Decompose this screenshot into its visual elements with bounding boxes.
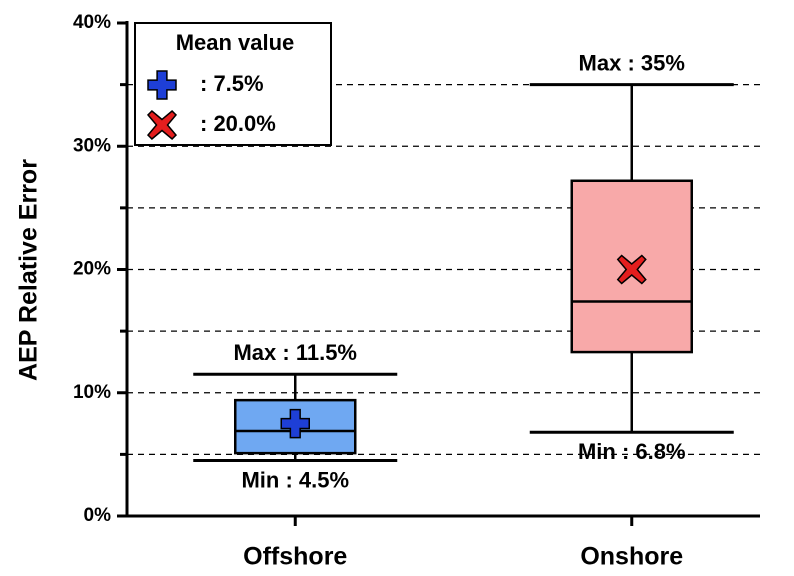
min-label: Min : 6.8% [578, 439, 686, 464]
max-label: Max : 11.5% [233, 340, 357, 365]
y-axis-label: AEP Relative Error [15, 159, 43, 381]
mean-marker-cross [616, 254, 647, 285]
legend-title: Mean value [176, 30, 295, 55]
y-tick-label: 40% [73, 12, 111, 33]
mean-marker-plus [280, 408, 310, 439]
legend-label: : 20.0% [200, 111, 276, 136]
mean-marker-cross [146, 109, 178, 141]
min-label: Min : 4.5% [241, 467, 349, 492]
x-tick-label: Offshore [243, 543, 347, 571]
mean-marker-plus [147, 70, 177, 100]
y-tick-label: 30% [73, 135, 111, 156]
y-tick-label: 20% [73, 259, 111, 280]
y-tick-label: 0% [84, 505, 112, 526]
legend-label: : 7.5% [200, 71, 264, 96]
y-tick-label: 10% [73, 382, 111, 403]
max-label: Max : 35% [579, 50, 685, 75]
x-tick-label: Onshore [580, 543, 683, 571]
